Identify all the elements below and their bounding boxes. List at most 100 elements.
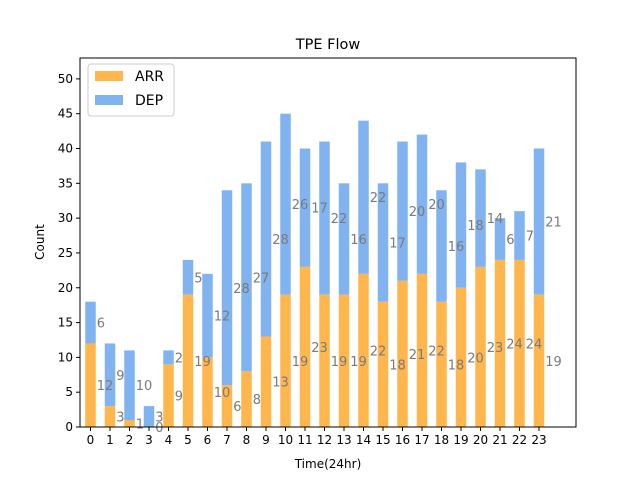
bar-arr-4 [163,364,174,427]
y-tick-label: 10 [58,350,73,364]
y-tick-label: 5 [65,385,73,399]
data-label-dep: 3 [155,411,163,426]
x-tick-label: 13 [336,433,351,447]
y-tick-label: 25 [58,246,73,260]
bar-dep-13 [338,183,350,295]
x-tick-label: 15 [375,433,390,447]
data-label-arr: 12 [97,379,114,394]
x-tick-label: 5 [184,433,192,447]
x-tick-label: 9 [262,433,270,447]
data-label-arr: 19 [194,355,211,370]
data-label-dep: 28 [272,233,289,248]
y-tick-label: 0 [65,420,73,434]
data-label-dep: 28 [233,282,250,297]
bar-dep-11 [299,148,311,267]
bar-dep-15 [377,183,389,302]
bar-arr-2 [124,420,135,427]
data-label-dep: 21 [545,216,562,231]
bar-dep-6 [202,273,213,358]
data-label-arr: 6 [233,400,241,415]
data-label-arr: 24 [506,337,523,352]
data-label-arr: 24 [526,337,543,352]
data-label-arr: 21 [409,348,426,363]
bar-arr-19 [455,287,467,427]
x-tick-label: 12 [317,433,332,447]
bar-dep-23 [533,148,545,295]
bar-arr-22 [514,259,525,427]
data-label-arr: 18 [448,358,465,373]
x-tick-label: 4 [165,433,173,447]
data-label-arr: 1 [136,418,144,433]
x-tick-label: 3 [145,433,153,447]
x-tick-label: 11 [297,433,312,447]
bar-dep-18 [436,190,447,302]
y-tick-label: 15 [58,316,73,330]
plot-frame [79,57,577,428]
bar-arr-20 [475,266,486,427]
data-label-dep: 7 [526,230,534,245]
y-tick-label: 40 [58,142,73,156]
x-tick-label: 8 [243,433,251,447]
bar-dep-2 [124,350,135,421]
data-label-dep: 12 [214,310,231,325]
x-tick-label: 6 [204,433,212,447]
data-label-dep: 16 [448,240,465,255]
data-label-arr: 18 [389,358,406,373]
data-label-dep: 6 [506,233,514,248]
data-label-arr: 19 [545,355,562,370]
bar-arr-13 [338,294,350,427]
data-label-arr: 20 [467,351,484,366]
x-tick-label: 1 [106,433,114,447]
bar-arr-21 [494,259,506,427]
bar-dep-21 [494,218,506,260]
bar-arr-17 [416,273,428,427]
y-tick-label: 50 [58,72,73,86]
bar-arr-9 [260,336,272,427]
y-tick-label: 45 [58,107,73,121]
bar-dep-22 [514,211,525,260]
bar-dep-14 [358,120,369,274]
legend-swatch-arr [95,71,123,81]
bar-arr-10 [280,294,291,427]
data-label-arr: 3 [116,411,124,426]
bar-dep-20 [475,169,486,267]
x-tick-label: 14 [356,433,371,447]
data-label-dep: 26 [292,198,309,213]
bar-dep-12 [319,141,330,295]
data-label-arr: 13 [272,376,289,391]
x-tick-label: 19 [453,433,468,447]
x-tick-label: 16 [395,433,410,447]
legend: ARR DEP [87,63,175,117]
bar-dep-4 [163,350,174,365]
bar-arr-16 [397,280,408,427]
bar-dep-1 [104,343,116,407]
bar-arr-5 [182,294,194,427]
data-label-arr: 19 [292,355,309,370]
data-label-arr: 9 [175,390,183,405]
data-label-dep: 6 [97,317,105,332]
data-label-arr: 23 [311,341,328,356]
y-tick-label: 35 [58,176,73,190]
data-label-arr: 22 [370,344,387,359]
x-tick-label: 2 [126,433,134,447]
y-axis-label: Count [33,224,47,260]
x-tick-label: 10 [278,433,293,447]
data-label-dep: 22 [370,191,387,206]
x-tick-label: 17 [414,433,429,447]
data-label-arr: 19 [331,355,348,370]
data-label-dep: 16 [350,233,367,248]
legend-label-arr: ARR [135,69,164,85]
bar-dep-3 [143,406,155,427]
bar-dep-0 [85,301,96,344]
bar-arr-0 [85,343,96,427]
bar-dep-8 [241,183,252,372]
data-label-dep: 27 [253,271,270,286]
data-label-dep: 2 [175,351,183,366]
bar-arr-11 [299,266,311,427]
bar-dep-16 [397,141,408,281]
bar-dep-5 [182,259,194,295]
bar-arr-14 [358,273,369,427]
x-tick-label: 21 [492,433,507,447]
